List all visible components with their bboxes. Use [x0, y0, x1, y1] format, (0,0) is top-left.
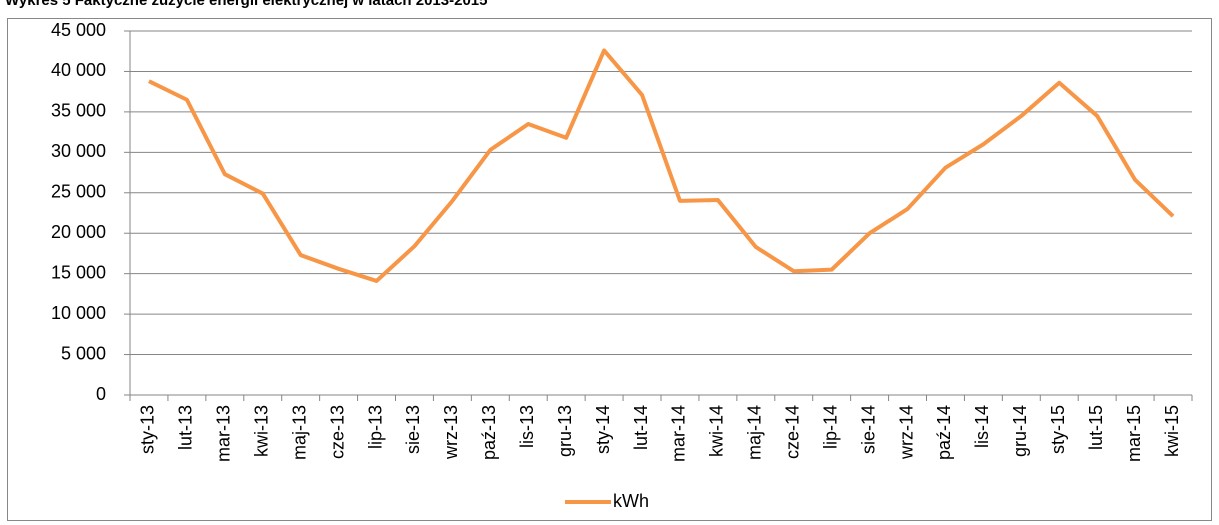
- y-tick-label: 25 000: [51, 182, 106, 202]
- y-tick-label: 5 000: [61, 343, 106, 363]
- y-tick-label: 20 000: [51, 222, 106, 242]
- chart-border: [7, 18, 1212, 521]
- x-tick-label: kwi-15: [1162, 405, 1182, 457]
- x-tick-label: gru-13: [555, 405, 575, 457]
- x-tick-label: lis-13: [517, 405, 537, 448]
- x-tick-label: lip-14: [820, 405, 840, 449]
- x-tick-label: sie-13: [403, 405, 423, 454]
- x-tick-label: sty-14: [593, 405, 613, 454]
- x-tick-label: sty-15: [1048, 405, 1068, 454]
- x-tick-label: lis-14: [972, 405, 992, 448]
- x-tick-label: cze-14: [783, 405, 803, 459]
- x-tick-label: cze-13: [327, 405, 347, 459]
- x-tick-label: wrz-13: [441, 405, 461, 460]
- x-tick-label: gru-14: [1010, 405, 1030, 457]
- x-tick-label: wrz-14: [896, 405, 916, 460]
- y-tick-label: 35 000: [51, 101, 106, 121]
- x-tick-label: kwi-14: [707, 405, 727, 457]
- x-tick-label: lut-14: [631, 405, 651, 450]
- x-tick-label: mar-14: [669, 405, 689, 462]
- x-tick-label: mar-13: [214, 405, 234, 462]
- x-tick-label: lut-13: [176, 405, 196, 450]
- x-tick-label: lut-15: [1086, 405, 1106, 450]
- chart-title: Wykres 5 Faktyczne zużycie energii elekt…: [5, 0, 487, 9]
- y-tick-label: 30 000: [51, 141, 106, 161]
- x-tick-label: lip-13: [365, 405, 385, 449]
- x-tick-label: maj-13: [289, 405, 309, 460]
- x-tick-label: sty-13: [138, 405, 158, 454]
- line-series: [148, 48, 1175, 283]
- y-tick-label: 15 000: [51, 262, 106, 282]
- legend-label: kWh: [613, 491, 649, 511]
- x-tick-label: sie-14: [858, 405, 878, 454]
- y-tick-label: 40 000: [51, 60, 106, 80]
- x-tick-label: kwi-13: [252, 405, 272, 457]
- y-tick-label: 45 000: [51, 20, 106, 40]
- x-tick-label: mar-15: [1124, 405, 1144, 462]
- x-tick-label: paź-13: [479, 405, 499, 460]
- x-tick-label: maj-14: [745, 405, 765, 460]
- x-tick-label: paź-14: [934, 405, 954, 460]
- y-tick-label: 0: [96, 384, 106, 404]
- y-tick-label: 10 000: [51, 303, 106, 323]
